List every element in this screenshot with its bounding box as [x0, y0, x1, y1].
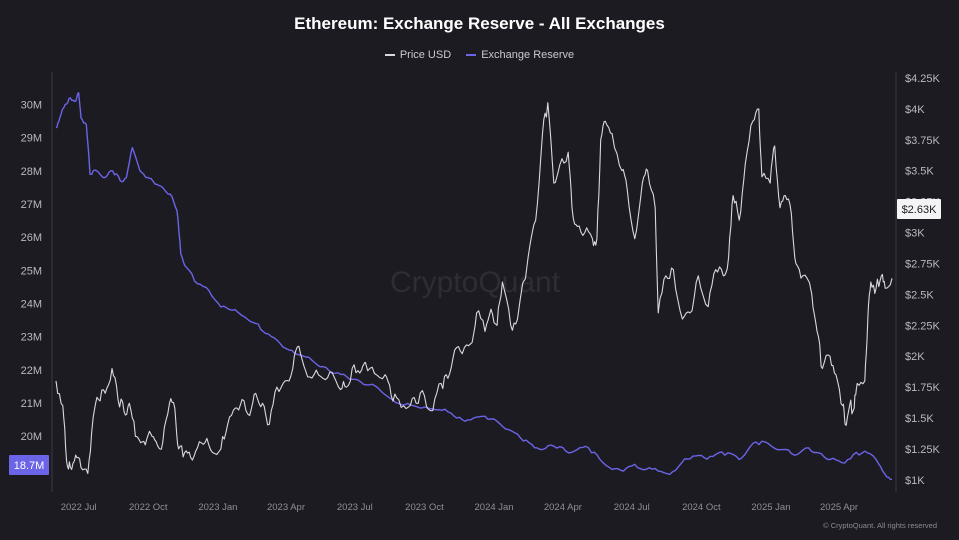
y-right-tick-label: $2.5K	[905, 289, 934, 301]
y-right-tick-label: $2K	[905, 351, 925, 363]
series-line-exchange-reserve	[55, 92, 893, 481]
y-right-tick-label: $1.5K	[905, 413, 934, 425]
y-left-tick-label: 30M	[21, 100, 42, 112]
y-left-ticks: 20M 21M 22M 23M 24M 25M 26M 27M 28M 29M 30M	[21, 100, 42, 444]
y-right-tick-label: $3.5K	[905, 166, 934, 178]
x-tick-label: 2024 Apr	[544, 502, 582, 513]
y-right-tick-label: $2.75K	[905, 258, 941, 270]
legend-label-reserve: Exchange Reserve	[481, 49, 575, 61]
x-tick-label: 2025 Apr	[820, 502, 858, 513]
current-price-badge[interactable]: $2.63K	[897, 199, 941, 219]
chart-title: Ethereum: Exchange Reserve - All Exchang…	[294, 14, 665, 33]
current-price-badge-bg	[897, 199, 941, 219]
y-right-tick-label: $1.75K	[905, 382, 941, 394]
copyright-text: © CryptoQuant. All rights reserved	[823, 521, 937, 530]
x-tick-label: 2024 Jan	[475, 502, 514, 513]
y-right-ticks: $1K $1.25K $1.5K $1.75K $2K $2.25K $2.5K $2.75K…	[905, 73, 941, 487]
y-left-tick-label: 24M	[21, 299, 42, 311]
y-right-tick-label: $3K	[905, 228, 925, 240]
legend-item-reserve[interactable]: Exchange Reserve	[466, 49, 574, 61]
y-left-tick-label: 25M	[21, 265, 42, 277]
x-tick-label: 2024 Oct	[682, 502, 721, 513]
legend-item-price[interactable]: Price USD	[384, 49, 452, 61]
x-tick-label: 2023 Oct	[405, 502, 444, 513]
legend-swatch-reserve	[466, 54, 477, 56]
y-right-tick-label: $2.25K	[905, 320, 941, 332]
legend-label-price: Price USD	[399, 49, 452, 61]
x-tick-label: 2022 Oct	[129, 502, 168, 513]
series-line-price-usd	[55, 102, 893, 475]
current-reserve-label: 18.7M	[14, 460, 45, 472]
y-left-tick-label: 23M	[21, 332, 42, 344]
chart-legend: Price USD Exchange Reserve	[0, 47, 959, 61]
current-reserve-badge[interactable]: 18.7M	[9, 455, 49, 475]
x-tick-label: 2023 Jul	[337, 502, 373, 513]
y-left-tick-label: 22M	[21, 365, 42, 377]
y-right-tick-label: $4.25K	[905, 73, 941, 85]
x-tick-label: 2025 Jan	[751, 502, 790, 513]
current-reserve-badge-bg	[9, 455, 49, 475]
y-right-tick-label: $1.25K	[905, 444, 941, 456]
current-price-label: $2.63K	[902, 204, 938, 216]
x-ticks: 2022 Jul 2022 Oct 2023 Jan 2023 Apr 2023 Jul…	[61, 502, 858, 513]
y-left-tick-label: 28M	[21, 166, 42, 178]
x-tick-label: 2023 Jan	[198, 502, 237, 513]
y-left-tick-label: 26M	[21, 232, 42, 244]
y-left-tick-label: 20M	[21, 431, 42, 443]
x-tick-label: 2024 Jul	[614, 502, 650, 513]
y-left-tick-label: 27M	[21, 199, 42, 211]
legend-swatch-price	[384, 54, 395, 56]
watermark-text: CryptoQuant	[390, 266, 561, 299]
y-right-tick-label: $4K	[905, 104, 925, 116]
y-left-tick-label: 21M	[21, 398, 42, 410]
x-tick-label: 2023 Apr	[267, 502, 305, 513]
series-layer	[55, 92, 893, 481]
y-left-tick-label: 29M	[21, 133, 42, 145]
x-tick-label: 2022 Jul	[61, 502, 97, 513]
y-right-tick-label: $3.75K	[905, 135, 941, 147]
y-right-tick-label: $1K	[905, 475, 925, 487]
